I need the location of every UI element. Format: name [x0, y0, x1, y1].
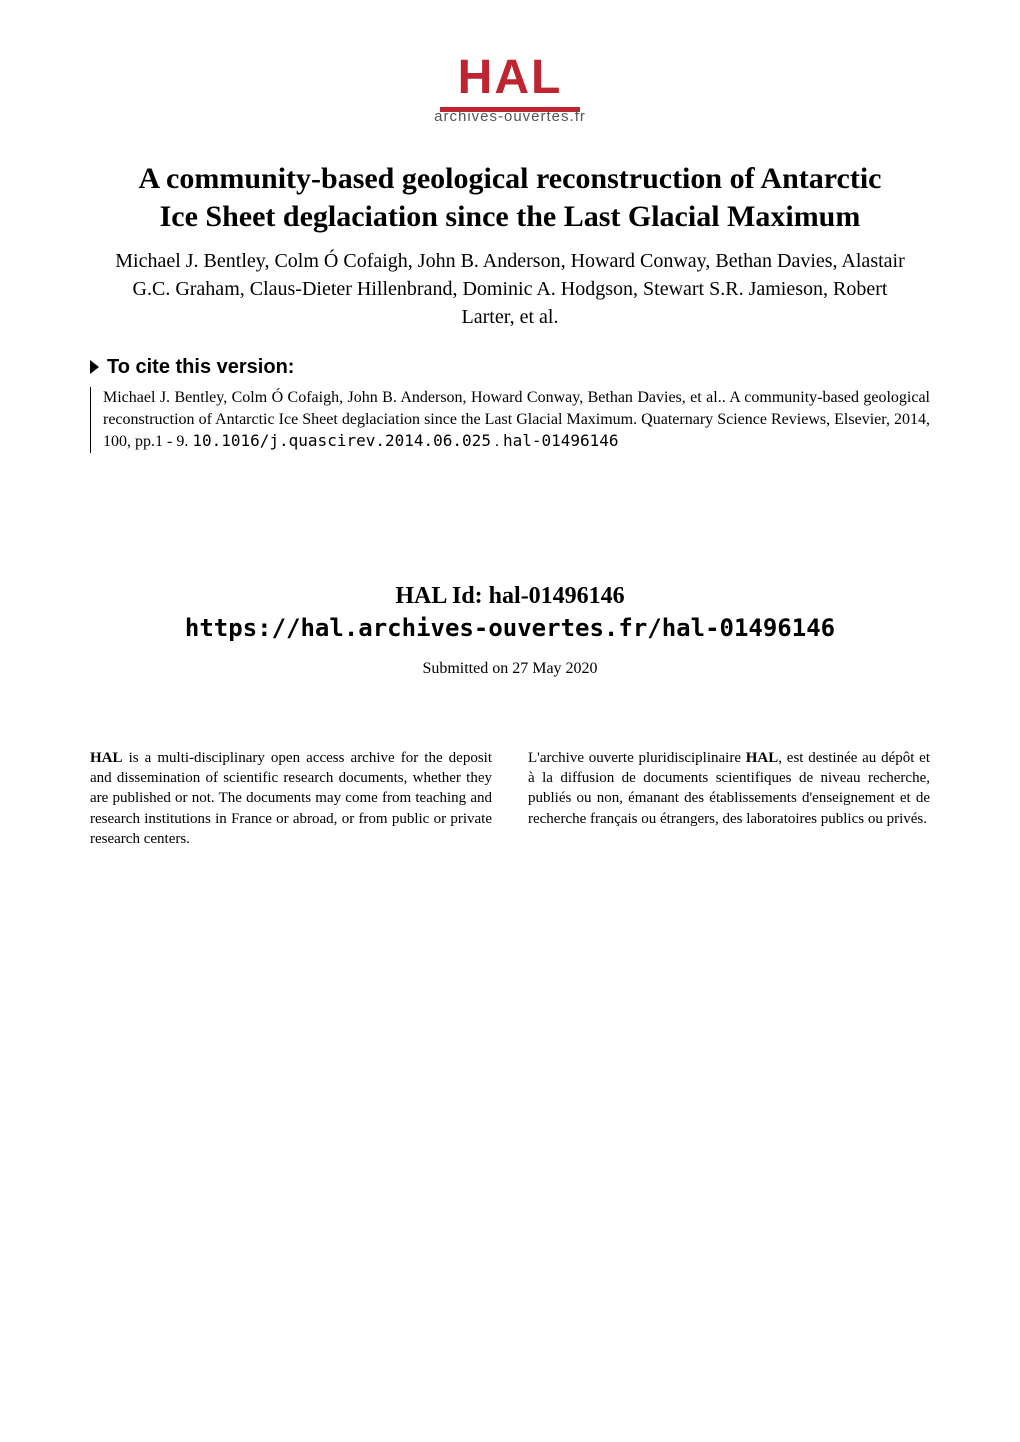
halid-url: https://hal.archives-ouvertes.fr/hal-014…: [90, 614, 930, 642]
cite-header: To cite this version:: [90, 356, 930, 379]
hal-logo: HAL archives-ouvertes.fr: [90, 50, 930, 125]
logo-text: HAL: [90, 50, 930, 105]
cite-doi: 10.1016/j.quascirev.2014.06.025: [192, 431, 491, 450]
logo-subtitle: archives-ouvertes.fr: [90, 108, 930, 125]
submitted-date: Submitted on 27 May 2020: [90, 660, 930, 678]
cite-body: Michael J. Bentley, Colm Ó Cofaigh, John…: [90, 387, 930, 453]
footer-right: L'archive ouverte pluridisciplinaire HAL…: [528, 748, 930, 849]
footer-left-bold: HAL: [90, 750, 123, 766]
author-list: Michael J. Bentley, Colm Ó Cofaigh, John…: [110, 247, 910, 331]
footer-right-text-pre: L'archive ouverte pluridisciplinaire: [528, 750, 746, 766]
cite-header-text: To cite this version:: [107, 356, 294, 378]
paper-title: A community-based geological reconstruct…: [130, 160, 890, 235]
halid-label: HAL Id: hal-01496146: [90, 583, 930, 610]
footer-left-text: is a multi-disciplinary open access arch…: [90, 750, 492, 847]
footer-right-bold: HAL: [746, 750, 779, 766]
halid-block: HAL Id: hal-01496146 https://hal.archive…: [90, 583, 930, 642]
triangle-icon: [90, 360, 99, 374]
footer-left: HAL is a multi-disciplinary open access …: [90, 748, 492, 849]
cite-halid: hal-01496146: [503, 431, 619, 450]
footer: HAL is a multi-disciplinary open access …: [90, 748, 930, 849]
citation-block: To cite this version: Michael J. Bentley…: [90, 356, 930, 453]
cite-sep: .: [491, 433, 503, 450]
page: HAL archives-ouvertes.fr A community-bas…: [0, 0, 1020, 1442]
